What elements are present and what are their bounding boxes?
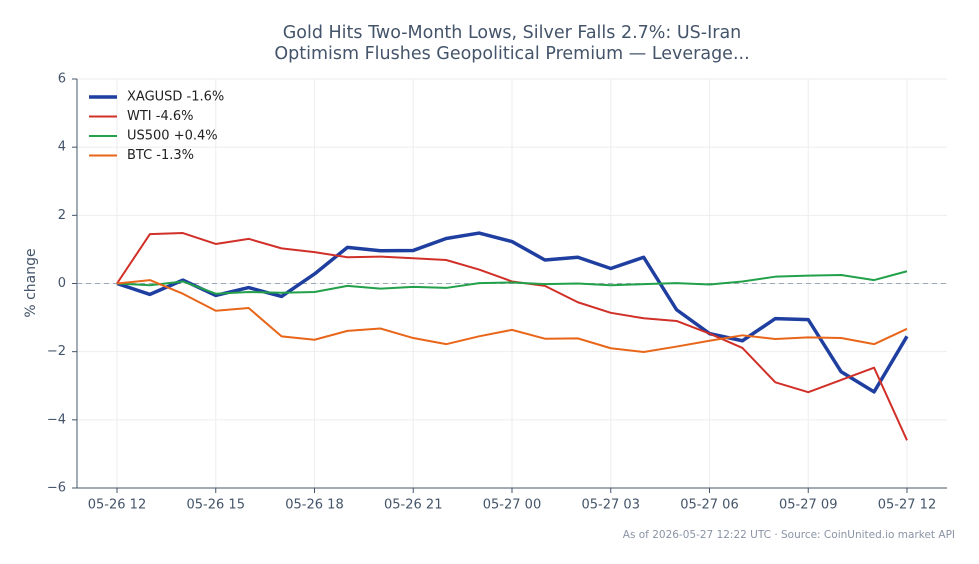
- x-tick-label: 05-26 15: [187, 498, 245, 513]
- series-line: [116, 270, 908, 295]
- legend-label: XAGUSD -1.6%: [127, 90, 224, 105]
- x-tick-label: 05-27 03: [582, 498, 640, 513]
- y-tick-label: −6: [47, 481, 66, 496]
- y-tick-label: 0: [58, 276, 66, 291]
- chart-title: Gold Hits Two-Month Lows, Silver Falls 2…: [283, 23, 742, 43]
- y-tick-label: −4: [47, 412, 66, 427]
- x-tick-label: 05-26 12: [88, 498, 146, 513]
- y-tick-label: 4: [58, 140, 66, 155]
- legend-label: WTI -4.6%: [127, 109, 193, 124]
- series-line: [116, 232, 908, 441]
- chart-title: Optimism Flushes Geopolitical Premium — …: [274, 44, 749, 64]
- footnote: As of 2026-05-27 12:22 UTC · Source: Coi…: [623, 529, 955, 541]
- legend-label: BTC -1.3%: [127, 148, 194, 163]
- y-tick-label: 6: [58, 72, 66, 87]
- x-tick-label: 05-26 21: [384, 498, 442, 513]
- series-line: [116, 231, 909, 394]
- y-tick-label: 2: [58, 208, 66, 223]
- series-line: [116, 279, 908, 354]
- y-axis-label: % change: [23, 248, 39, 317]
- x-tick-label: 05-27 00: [483, 498, 541, 513]
- y-tick-label: −2: [47, 344, 66, 359]
- x-tick-label: 05-27 12: [878, 498, 936, 513]
- x-tick-label: 05-27 06: [680, 498, 738, 513]
- x-tick-label: 05-26 18: [285, 498, 343, 513]
- x-tick-label: 05-27 09: [779, 498, 837, 513]
- legend-label: US500 +0.4%: [127, 129, 218, 144]
